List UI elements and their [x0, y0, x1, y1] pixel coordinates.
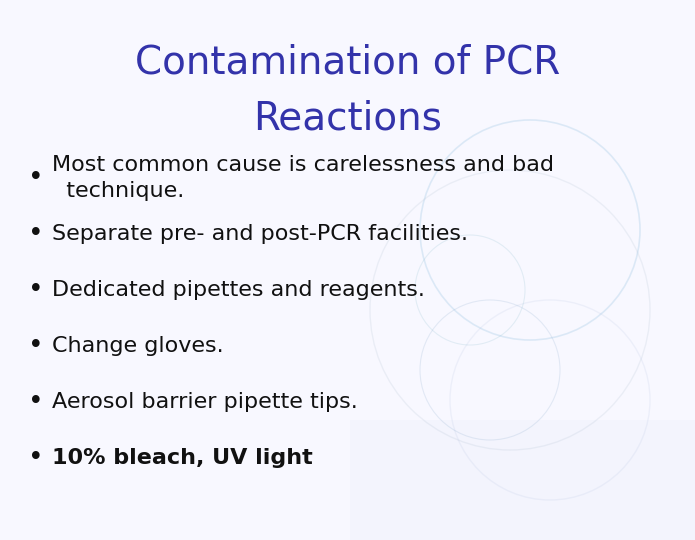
- Text: Contamination of PCR: Contamination of PCR: [135, 43, 560, 81]
- Text: Reactions: Reactions: [253, 99, 442, 137]
- Text: •: •: [28, 333, 44, 359]
- Text: •: •: [28, 165, 44, 191]
- Text: Most common cause is carelessness and bad
  technique.: Most common cause is carelessness and ba…: [52, 155, 554, 201]
- Text: Dedicated pipettes and reagents.: Dedicated pipettes and reagents.: [52, 280, 425, 300]
- Text: •: •: [28, 389, 44, 415]
- Text: Separate pre- and post-PCR facilities.: Separate pre- and post-PCR facilities.: [52, 224, 468, 244]
- Text: Aerosol barrier pipette tips.: Aerosol barrier pipette tips.: [52, 392, 358, 412]
- Text: 10% bleach, UV light: 10% bleach, UV light: [52, 448, 313, 468]
- Text: •: •: [28, 221, 44, 247]
- Polygon shape: [350, 420, 695, 540]
- Text: •: •: [28, 277, 44, 303]
- Text: •: •: [28, 445, 44, 471]
- Text: Change gloves.: Change gloves.: [52, 336, 224, 356]
